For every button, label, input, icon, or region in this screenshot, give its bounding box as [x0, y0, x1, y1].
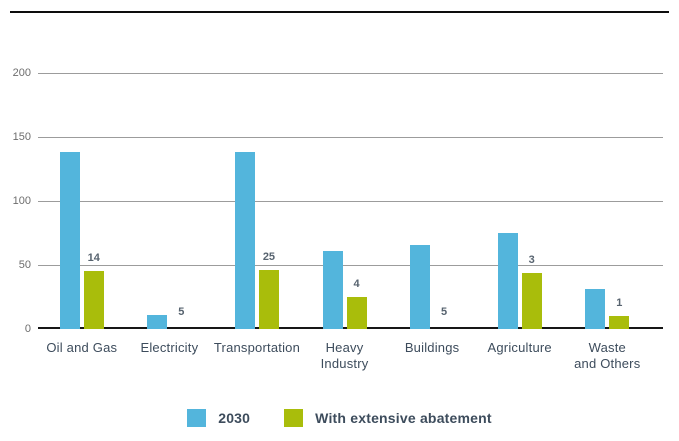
x-axis-category-label: Electricity	[140, 340, 199, 355]
gridline	[38, 265, 663, 266]
legend-item-2030: 2030	[187, 409, 250, 427]
gridline	[38, 137, 663, 138]
bar-groups: 14 5 25 4 5 3 1	[38, 73, 651, 329]
bar-abatement: 25	[258, 252, 279, 329]
bar-abatement: 3	[521, 254, 542, 329]
bar-2030	[234, 152, 255, 329]
gridline	[38, 201, 663, 202]
bar-value-label: 14	[87, 252, 100, 265]
y-axis-tick-label: 150	[12, 131, 31, 143]
y-axis-tick-label: 200	[12, 67, 31, 79]
bar-abatement: 4	[346, 279, 367, 329]
bar-abatement: 1	[609, 298, 630, 329]
x-axis-labels: Oil and Gas Electricity Transportation Heav…	[38, 340, 651, 372]
bar-value-label: 25	[262, 251, 276, 264]
bar-group: 5	[126, 73, 214, 329]
legend-swatch-2030-icon	[187, 409, 207, 427]
bar-group: 4	[301, 73, 389, 329]
bar-value-label: 1	[616, 297, 623, 310]
bar-2030	[59, 152, 80, 329]
x-axis-category-label: Oil and Gas	[46, 340, 118, 355]
bar-value-label: 3	[528, 253, 535, 266]
bar-2030	[585, 289, 606, 329]
bar-group: 1	[563, 73, 651, 329]
top-rule	[10, 11, 669, 13]
bar-2030	[497, 233, 518, 329]
legend-label-2030: 2030	[218, 410, 251, 426]
x-axis-category-label: Heavy Industry	[320, 340, 369, 371]
legend: 2030 With extensive abatement	[0, 409, 679, 427]
bar-abatement: 14	[83, 253, 104, 329]
gridline	[38, 73, 663, 74]
bar-2030	[322, 250, 343, 329]
y-axis-tick-label: 50	[18, 259, 31, 271]
bar-2030	[410, 244, 431, 329]
x-axis-category-label: Waste and Others	[574, 340, 641, 371]
bar-group: 14	[38, 73, 126, 329]
bar-group: 5	[388, 73, 476, 329]
bar-value-label: 5	[441, 306, 448, 318]
x-axis-category-label: Transportation	[213, 340, 301, 355]
bar-group: 3	[476, 73, 564, 329]
bar-group: 25	[213, 73, 301, 329]
y-axis-tick-label: 100	[12, 195, 31, 207]
y-axis-tick-label: 0	[24, 323, 31, 335]
legend-label-abatement: With extensive abatement	[315, 410, 492, 426]
bar-value-label: 5	[178, 306, 185, 318]
legend-swatch-abatement-icon	[284, 409, 304, 427]
x-axis-category-label: Agriculture	[487, 340, 552, 355]
legend-item-abatement: With extensive abatement	[284, 409, 492, 427]
x-axis-category-label: Buildings	[404, 340, 460, 355]
plot-area: 200 150 100 50 0 14 5 25 4 5 3 1	[13, 67, 663, 335]
bar-value-label: 4	[353, 278, 360, 290]
bar-2030	[147, 314, 168, 329]
